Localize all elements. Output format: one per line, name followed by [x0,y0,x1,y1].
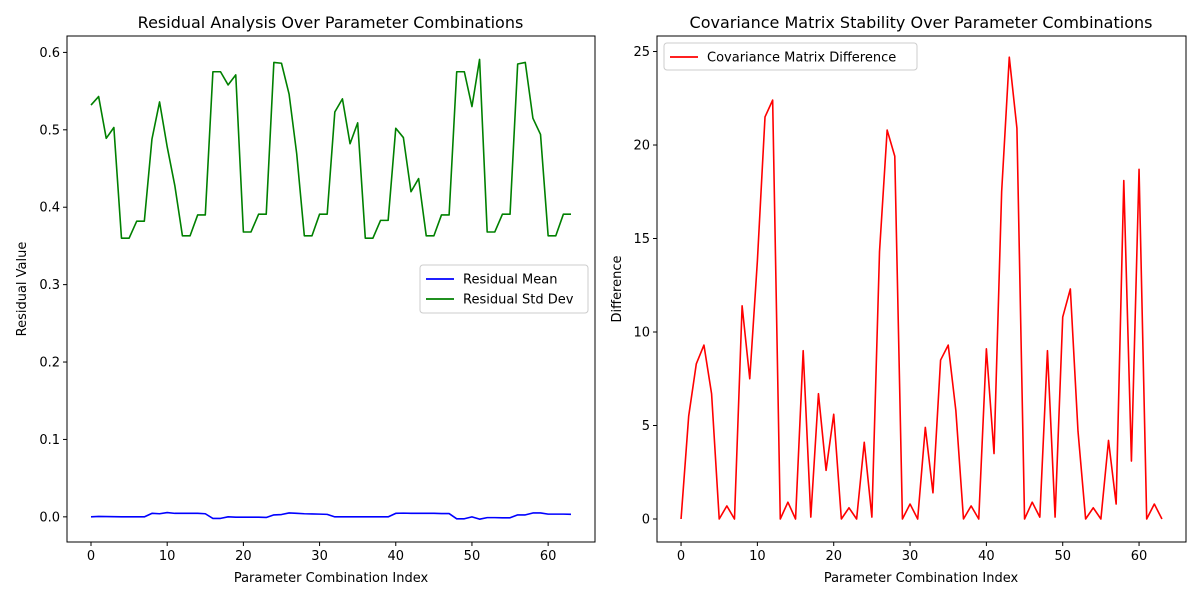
legend-label: Residual Mean [463,273,557,288]
legend-label: Covariance Matrix Difference [707,51,896,66]
y-tick-label: 0.6 [39,46,60,61]
y-tick-label: 15 [633,232,650,247]
x-tick-label: 40 [978,549,995,564]
y-tick-label: 10 [633,326,650,341]
plot-area [90,58,572,520]
x-tick-label: 50 [464,549,481,564]
chart-title: Covariance Matrix Stability Over Paramet… [690,13,1153,32]
x-tick-label: 0 [677,549,685,564]
series-line-residual-mean [90,511,572,520]
y-tick-label: 0 [642,513,650,528]
y-tick-label: 25 [633,45,650,60]
y-axis-label: Residual Value [15,242,30,337]
y-tick-label: 0.4 [39,201,60,216]
covariance-chart: Covariance Matrix Stability Over Paramet… [610,13,1187,586]
plot-area [680,56,1163,520]
legend-box [419,264,589,314]
series-line-residual-std-dev [90,58,571,239]
y-axis-label: Difference [610,255,625,322]
legend: Residual Mean Residual Std Dev [419,264,589,314]
residual-chart: Residual Analysis Over Parameter Combina… [15,13,596,586]
x-tick-label: 40 [387,549,404,564]
legend-box [663,42,918,71]
plot-frame [66,35,596,543]
x-tick-label: 10 [159,549,176,564]
legend-label: Residual Std Dev [463,293,574,308]
x-tick-label: 60 [540,549,557,564]
x-tick-label: 30 [311,549,328,564]
x-tick-label: 50 [1054,549,1071,564]
y-tick-label: 0.5 [39,123,60,138]
plot-frame [656,35,1187,543]
x-tick-label: 10 [749,549,766,564]
x-tick-label: 60 [1131,549,1148,564]
y-tick-label: 0.2 [39,356,60,371]
x-tick-label: 30 [902,549,919,564]
x-axis-label: Parameter Combination Index [234,571,429,586]
y-tick-label: 5 [642,419,650,434]
legend: Covariance Matrix Difference [663,42,918,71]
x-tick-label: 20 [825,549,842,564]
y-tick-label: 20 [633,139,650,154]
x-tick-label: 20 [235,549,252,564]
y-tick-label: 0.1 [39,433,60,448]
y-tick-label: 0.3 [39,278,60,293]
y-tick-label: 0.0 [39,510,60,525]
x-axis-label: Parameter Combination Index [824,571,1019,586]
x-tick-label: 0 [87,549,95,564]
chart-title: Residual Analysis Over Parameter Combina… [138,13,524,32]
series-line-covariance-matrix-difference [680,56,1163,520]
